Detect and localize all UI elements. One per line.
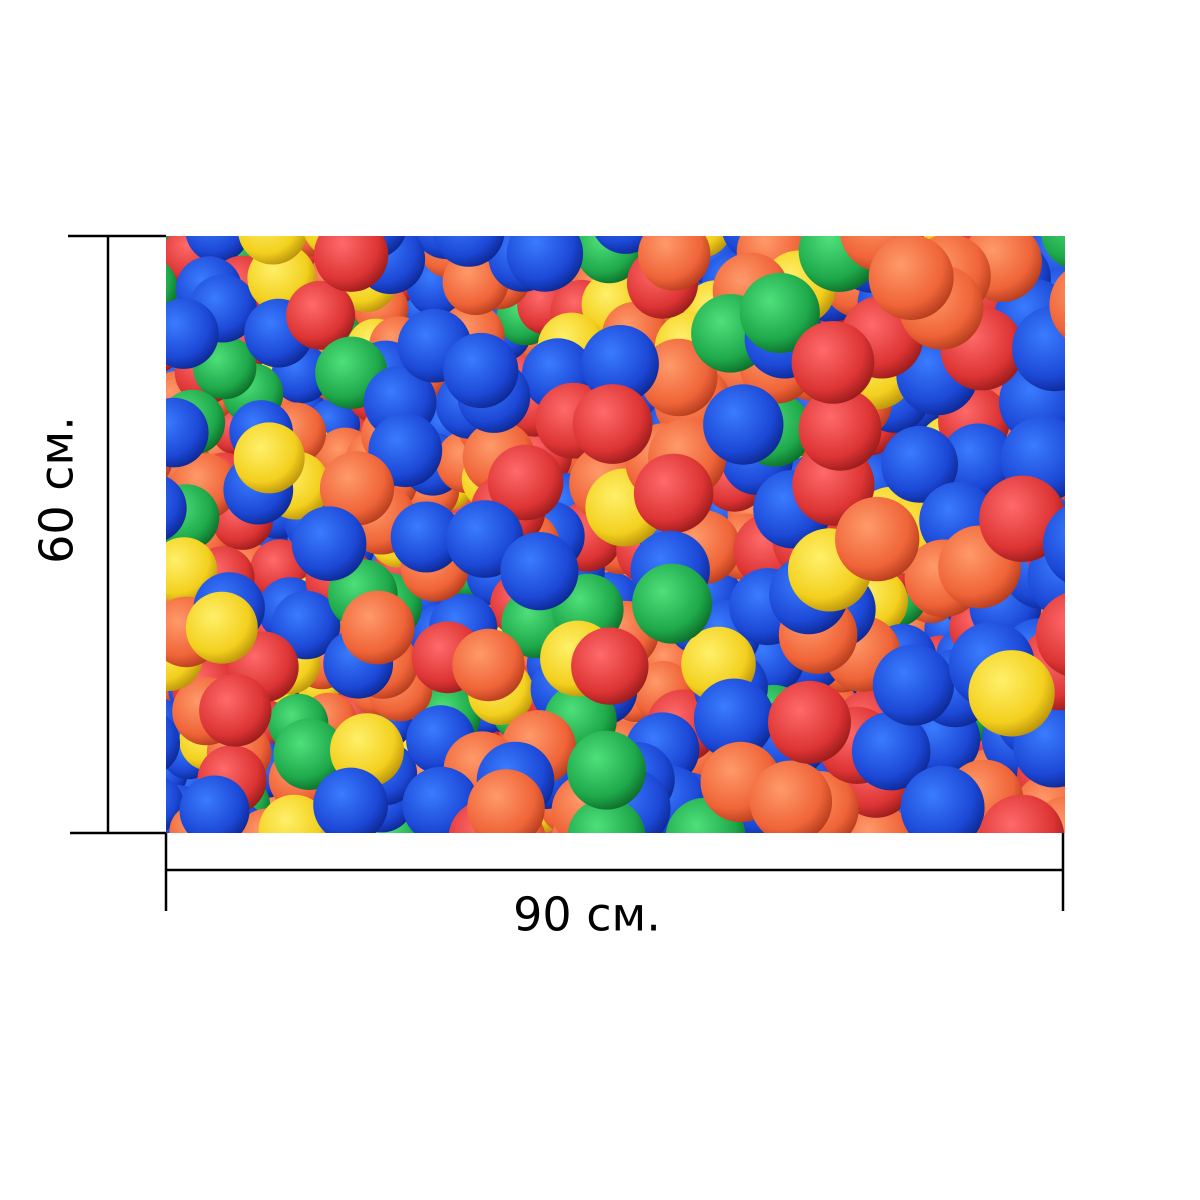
ball — [581, 325, 659, 403]
ball — [166, 682, 172, 711]
ball — [1058, 637, 1065, 676]
ball — [632, 563, 713, 644]
ball — [390, 501, 462, 573]
height-label: 60 см. — [30, 416, 84, 564]
ball — [166, 440, 173, 479]
ball — [238, 236, 308, 265]
ball — [166, 715, 180, 770]
ball — [851, 711, 931, 791]
ball — [1063, 484, 1065, 503]
ball — [258, 794, 330, 833]
ball — [273, 718, 346, 790]
ball — [443, 332, 519, 409]
ball — [749, 760, 833, 833]
ball — [768, 680, 851, 764]
ball — [233, 422, 305, 494]
ball — [739, 272, 820, 353]
ball — [1073, 229, 1130, 286]
ball — [835, 496, 920, 582]
ball — [166, 476, 187, 540]
ball — [567, 730, 646, 810]
ball — [185, 591, 258, 664]
ball — [271, 590, 341, 660]
ball — [185, 236, 250, 263]
ball — [506, 236, 584, 292]
ball — [1012, 305, 1065, 392]
ball — [179, 775, 250, 833]
ball — [166, 397, 209, 468]
ball — [979, 794, 1065, 833]
ball — [291, 506, 367, 581]
ball — [703, 384, 784, 465]
ball — [693, 678, 775, 759]
ball — [452, 628, 525, 702]
ball — [1041, 236, 1065, 268]
ball — [640, 338, 718, 417]
ball — [1049, 271, 1065, 338]
ball — [340, 590, 415, 665]
ball — [791, 321, 875, 404]
ball — [313, 236, 389, 292]
ball-pit-photo — [166, 229, 1130, 866]
ball — [900, 765, 985, 833]
ball — [798, 387, 882, 471]
ball — [968, 650, 1055, 737]
ball — [940, 423, 1017, 500]
ball — [433, 236, 505, 267]
ball — [567, 798, 646, 833]
ball — [286, 280, 356, 350]
ball — [166, 298, 219, 369]
ball — [868, 236, 954, 320]
ball — [1035, 593, 1065, 676]
ball — [199, 674, 272, 747]
ball — [872, 644, 955, 726]
ball — [319, 451, 395, 526]
ball — [1071, 809, 1128, 866]
ball — [638, 236, 711, 291]
ball — [571, 627, 649, 705]
ball — [313, 767, 388, 833]
ball — [467, 769, 545, 833]
ball — [572, 384, 653, 464]
ball — [1043, 506, 1065, 583]
ball — [881, 426, 958, 503]
ball — [633, 453, 714, 533]
ball — [487, 444, 564, 521]
ball — [500, 532, 579, 611]
width-label: 90 см. — [513, 888, 661, 942]
ball — [1056, 402, 1065, 453]
